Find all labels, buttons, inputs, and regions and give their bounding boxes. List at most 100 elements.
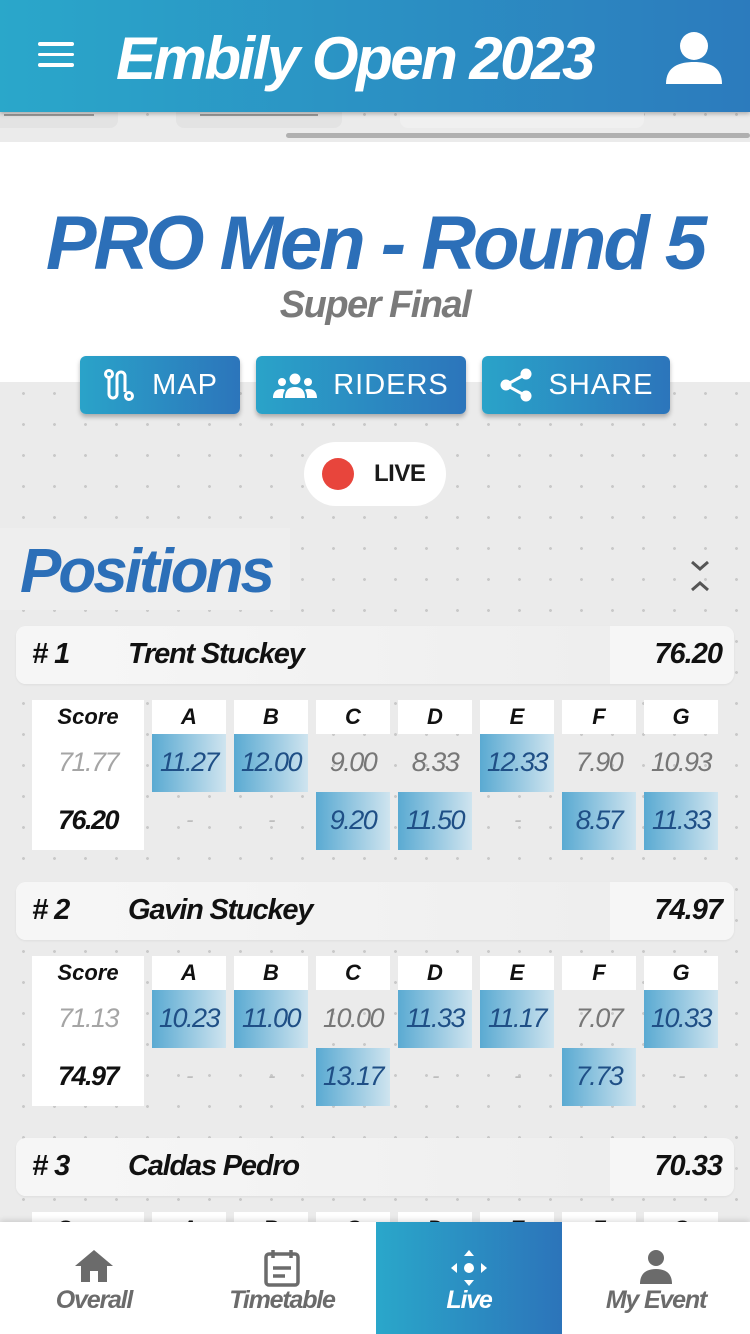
group-icon xyxy=(273,373,318,398)
judge-column: E 12.33 - xyxy=(480,700,554,850)
round-title: PRO Men - Round 5 xyxy=(45,201,707,286)
rider-rank: # 3 xyxy=(16,1138,110,1196)
score-column: Score 71.77 76.20 xyxy=(32,700,144,850)
judge-score-cell: - xyxy=(186,1063,193,1088)
column-header: C xyxy=(316,956,390,990)
judge-score-cell: - xyxy=(268,807,275,832)
share-button[interactable]: SHARE xyxy=(482,356,670,414)
judge-column: G 10.33 - xyxy=(644,956,718,1106)
judge-score-cell: 10.33 xyxy=(644,990,718,1048)
column-header: A xyxy=(152,956,226,990)
judge-score-cell: 7.73 xyxy=(562,1048,636,1106)
judge-score-cell: 9.00 xyxy=(329,747,378,777)
judge-column: C 9.00 9.20 xyxy=(316,700,390,850)
app-title: Embily Open 2023 xyxy=(116,25,595,92)
column-header: F xyxy=(562,956,636,990)
judge-score-cell: 11.50 xyxy=(398,792,472,850)
judge-score-cell: 7.07 xyxy=(575,1003,624,1033)
route-icon xyxy=(104,369,135,401)
breadcrumb-scrollbar[interactable] xyxy=(286,133,750,138)
round-title-card: PRO Men - Round 5 Super Final xyxy=(0,142,750,382)
map-button[interactable]: MAP xyxy=(80,356,240,414)
nav-live-label: Live xyxy=(446,1286,492,1314)
nav-live[interactable]: Live xyxy=(376,1222,562,1334)
column-header: D xyxy=(398,956,472,990)
rider-row[interactable]: # 1 Trent Stuckey 76.20 xyxy=(16,626,734,684)
judge-score-cell: 8.57 xyxy=(562,792,636,850)
current-score: 74.97 xyxy=(57,1061,120,1091)
rider-total: 70.33 xyxy=(610,1138,734,1196)
judge-score-cell: - xyxy=(514,807,521,832)
judge-score-cell: 12.00 xyxy=(234,734,308,792)
judge-column: E 11.17 - xyxy=(480,956,554,1106)
judge-column: F 7.90 8.57 xyxy=(562,700,636,850)
rider-total: 74.97 xyxy=(610,882,734,940)
nav-timetable-label: Timetable xyxy=(229,1286,336,1314)
judge-score-cell: 8.33 xyxy=(411,747,460,777)
judge-score-cell: 11.33 xyxy=(644,792,718,850)
judge-score-cell: 13.17 xyxy=(316,1048,390,1106)
rider-total: 76.20 xyxy=(610,626,734,684)
judge-score-cell: 7.90 xyxy=(575,747,624,777)
menu-icon[interactable] xyxy=(38,42,74,70)
app-header: Embily Open 2023 xyxy=(0,0,750,112)
column-header: Score xyxy=(32,700,144,734)
current-score: 76.20 xyxy=(57,805,120,835)
judge-column: F 7.07 7.73 xyxy=(562,956,636,1106)
score-column: Score 71.13 74.97 xyxy=(32,956,144,1106)
column-header: E xyxy=(480,956,554,990)
rider-rank: # 2 xyxy=(16,882,110,940)
share-button-label: SHARE xyxy=(548,368,654,401)
round-subtitle: Super Final xyxy=(279,284,472,326)
rider-rank: # 1 xyxy=(16,626,110,684)
column-header: D xyxy=(398,700,472,734)
rider-name: Gavin Stuckey xyxy=(128,894,313,926)
judge-score-cell: 11.17 xyxy=(480,990,554,1048)
judge-score-cell: 11.27 xyxy=(152,734,226,792)
previous-score: 71.13 xyxy=(57,1003,120,1033)
column-header: E xyxy=(480,700,554,734)
judge-column: B 12.00 - xyxy=(234,700,308,850)
judge-score-cell: 11.00 xyxy=(234,990,308,1048)
judge-column: A 11.27 - xyxy=(152,700,226,850)
judge-score-cell: - xyxy=(186,807,193,832)
nav-overall[interactable]: Overall xyxy=(0,1222,188,1334)
judge-column: D 11.33 - xyxy=(398,956,472,1106)
rider-row[interactable]: # 3 Caldas Pedro 70.33 xyxy=(16,1138,734,1196)
judge-score-cell: 10.00 xyxy=(322,1003,385,1033)
riders-button[interactable]: RIDERS xyxy=(256,356,466,414)
column-header: B xyxy=(234,956,308,990)
user-icon[interactable] xyxy=(664,28,724,88)
calendar-icon xyxy=(264,1250,300,1287)
share-icon xyxy=(500,368,532,402)
judge-column: G 10.93 11.33 xyxy=(644,700,718,850)
positions-header: Positions xyxy=(0,528,290,610)
column-header: B xyxy=(234,700,308,734)
live-dot-icon xyxy=(322,458,354,490)
nav-my-event-label: My Event xyxy=(605,1286,707,1314)
map-button-label: MAP xyxy=(152,368,218,401)
judge-score-cell: - xyxy=(514,1063,521,1088)
nav-my-event[interactable]: My Event xyxy=(562,1222,750,1334)
rider-row[interactable]: # 2 Gavin Stuckey 74.97 xyxy=(16,882,734,940)
judge-column: A 10.23 - xyxy=(152,956,226,1106)
judge-column: B 11.00 - xyxy=(234,956,308,1106)
collapse-icon[interactable] xyxy=(684,556,716,596)
judge-score-cell: 10.23 xyxy=(152,990,226,1048)
person-icon xyxy=(640,1250,672,1284)
column-header: F xyxy=(562,700,636,734)
judge-score-cell: 12.33 xyxy=(480,734,554,792)
live-indicator[interactable]: LIVE xyxy=(304,442,446,506)
rider-name: Trent Stuckey xyxy=(128,638,305,670)
judge-score-cell: 9.20 xyxy=(316,792,390,850)
judge-column: D 8.33 11.50 xyxy=(398,700,472,850)
column-header: G xyxy=(644,700,718,734)
live-move-icon xyxy=(451,1250,487,1286)
column-header: Score xyxy=(32,956,144,990)
judge-score-cell: - xyxy=(432,1063,439,1088)
judge-score-cell: - xyxy=(678,1063,685,1088)
nav-timetable[interactable]: Timetable xyxy=(188,1222,376,1334)
previous-score: 71.77 xyxy=(57,747,120,777)
home-icon xyxy=(75,1250,113,1282)
judge-column: C 10.00 13.17 xyxy=(316,956,390,1106)
